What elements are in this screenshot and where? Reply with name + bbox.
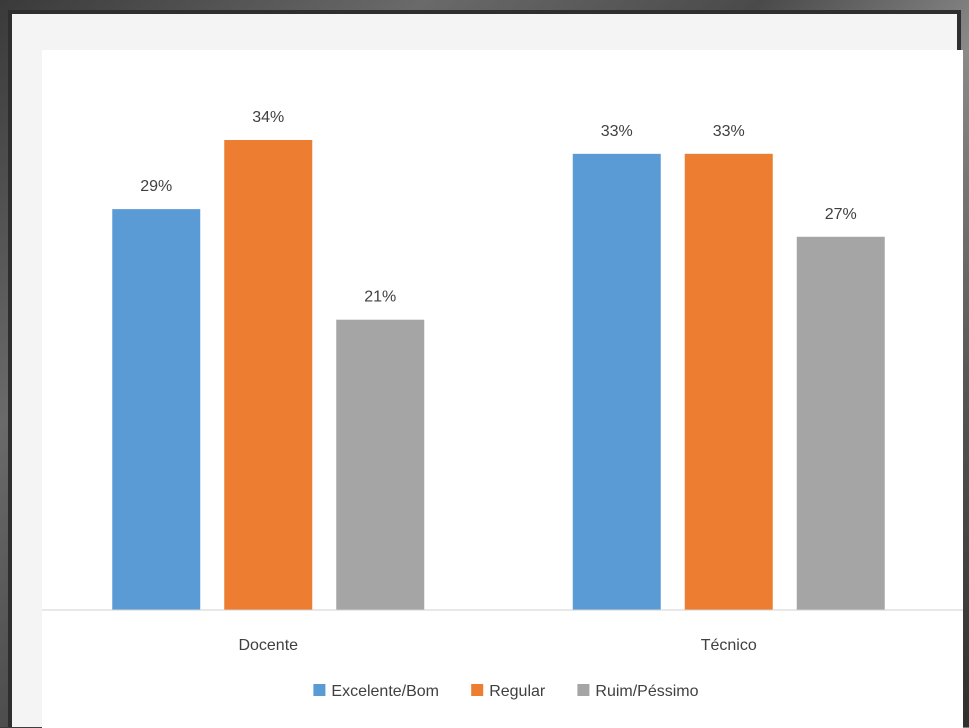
legend: Excelente/Bom Regular Ruim/Péssimo	[313, 683, 699, 700]
bar-ruim-p-ssimo-docente	[336, 319, 425, 610]
chart-area: 29% 34% 21% 33% 33% 27% Docente Técnico Excele…	[42, 50, 963, 728]
slide-frame: 29% 34% 21% 33% 33% 27% Docente Técnico Excele…	[8, 10, 963, 728]
data-label: 21%	[364, 289, 396, 306]
category-label: Docente	[238, 637, 298, 654]
bar-excelente-bom-docente	[112, 209, 201, 610]
data-label: 29%	[140, 178, 172, 195]
category-label: Técnico	[701, 637, 757, 654]
data-labels-group: 29% 34% 21% 33% 33% 27%	[140, 109, 857, 306]
data-label: 27%	[825, 206, 857, 223]
legend-label: Ruim/Péssimo	[595, 683, 698, 700]
legend-label: Excelente/Bom	[331, 683, 439, 700]
legend-item: Regular	[471, 683, 546, 700]
bar-regular-docente	[224, 140, 313, 610]
bars-group	[112, 140, 885, 610]
bar-excelente-bom-t-cnico	[572, 153, 661, 610]
bar-chart: 29% 34% 21% 33% 33% 27% Docente Técnico Excele…	[42, 109, 963, 700]
data-label: 34%	[252, 109, 284, 126]
bar-ruim-p-ssimo-t-cnico	[796, 236, 885, 610]
legend-item: Ruim/Péssimo	[577, 683, 699, 700]
data-label: 33%	[601, 123, 633, 140]
legend-label: Regular	[489, 683, 546, 700]
category-labels-group: Docente Técnico	[238, 637, 756, 654]
data-label: 33%	[713, 123, 745, 140]
bar-regular-t-cnico	[684, 153, 773, 610]
legend-item: Excelente/Bom	[313, 683, 439, 700]
legend-swatch	[471, 684, 484, 696]
legend-swatch	[577, 684, 590, 696]
legend-swatch	[313, 684, 326, 696]
